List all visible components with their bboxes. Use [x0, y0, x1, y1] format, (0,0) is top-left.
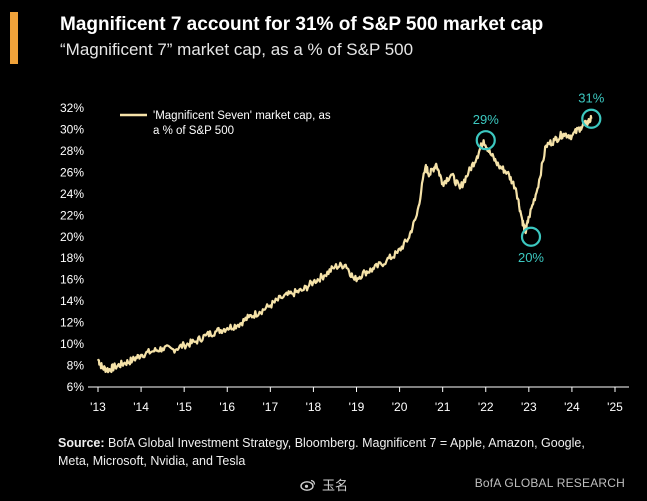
y-tick-label: 8%	[67, 359, 85, 373]
chart-subtitle: “Magnificent 7” market cap, as a % of S&…	[60, 40, 414, 59]
line-chart: 6% 8% 10% 12% 14% 16% 18% 20% 22% 24% 26% 28% 30% 32%…	[60, 91, 629, 414]
x-tick-label: '22	[478, 400, 494, 414]
chart-title: Magnificent 7 account for 31% of S&P 500…	[60, 14, 544, 35]
highlight-circle	[475, 130, 496, 151]
x-tick-label: '23	[521, 400, 537, 414]
x-tick-label: '21	[435, 400, 451, 414]
x-tick-label: '16	[219, 400, 235, 414]
source-note: Source: BofA Global Investment Strategy,…	[58, 434, 618, 470]
x-tick-label: '14	[133, 400, 149, 414]
highlight-circle	[520, 226, 542, 247]
y-tick-label: 30%	[60, 122, 84, 136]
annotation-label: 20%	[518, 250, 544, 265]
watermark-text: 玉名	[322, 478, 349, 493]
y-tick-label: 32%	[60, 101, 84, 115]
x-tick-label: '15	[176, 400, 192, 414]
y-tick-label: 12%	[60, 316, 84, 330]
x-tick-label: '20	[392, 400, 408, 414]
y-tick-label: 18%	[60, 251, 84, 265]
y-tick-label: 14%	[60, 294, 84, 308]
source-text: BofA Global Investment Strategy, Bloombe…	[58, 436, 585, 468]
x-tick-label: '19	[349, 400, 365, 414]
y-tick-label: 6%	[67, 380, 85, 394]
x-tick-label: '17	[263, 400, 279, 414]
y-tick-label: 10%	[60, 337, 84, 351]
source-label: Source:	[58, 436, 105, 450]
accent-bar	[10, 12, 18, 64]
highlight-circle	[581, 108, 602, 129]
x-tick-label: '13	[90, 400, 106, 414]
watermark: 玉名	[300, 475, 348, 494]
y-tick-label: 16%	[60, 273, 84, 287]
annotation-label: 31%	[578, 91, 604, 106]
y-tick-label: 28%	[60, 144, 84, 158]
brand-label: BofA GLOBAL RESEARCH	[474, 476, 625, 490]
annotation-label: 29%	[473, 112, 499, 127]
x-tick-label: '18	[306, 400, 322, 414]
y-tick-label: 22%	[60, 208, 84, 222]
legend-label: 'Magnificent Seven' market cap, as a % of…	[153, 110, 331, 137]
y-tick-label: 20%	[60, 230, 84, 244]
x-tick-label: '25	[607, 400, 623, 414]
x-tick-label: '24	[564, 400, 580, 414]
y-tick-label: 24%	[60, 187, 84, 201]
y-tick-label: 26%	[60, 165, 84, 179]
series-line	[96, 114, 593, 374]
weibo-icon	[300, 479, 316, 491]
